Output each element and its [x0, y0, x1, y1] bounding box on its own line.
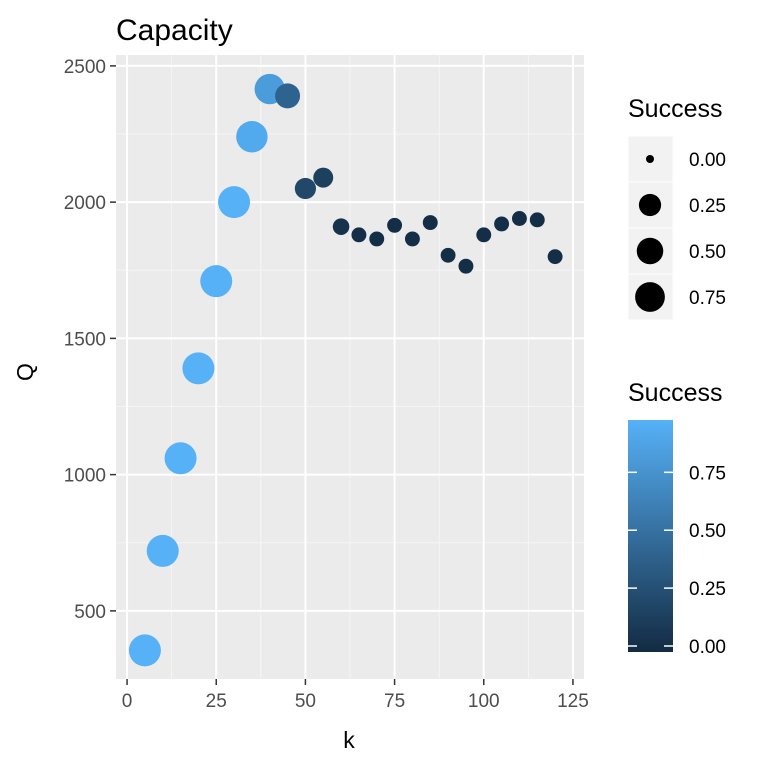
x-tick-label: 100 [468, 691, 500, 712]
x-axis-title: k [343, 727, 355, 753]
size-legend-dot [636, 237, 664, 265]
x-tick-label: 25 [206, 691, 227, 712]
data-point [200, 265, 233, 298]
x-tick-label: 75 [384, 691, 405, 712]
data-point [529, 212, 545, 228]
color-legend-label: 0.75 [689, 463, 726, 484]
size-legend-label: 0.50 [689, 242, 726, 263]
data-point [387, 217, 403, 233]
data-point [422, 215, 438, 231]
x-tick-label: 125 [557, 691, 589, 712]
y-tick-label: 2500 [64, 57, 106, 78]
data-point [458, 258, 474, 274]
y-tick-label: 500 [74, 602, 106, 623]
x-tick-label: 0 [122, 691, 133, 712]
y-tick-label: 1500 [64, 329, 106, 350]
data-point [182, 352, 215, 385]
data-point [440, 247, 456, 263]
size-legend-dot [638, 193, 662, 217]
data-point [476, 227, 492, 243]
data-point [164, 442, 197, 475]
data-point [404, 231, 420, 247]
size-legend-label: 0.75 [689, 288, 726, 309]
data-point [236, 121, 268, 153]
data-point [313, 167, 334, 188]
data-point [146, 534, 179, 567]
data-point [369, 231, 385, 247]
data-point [128, 634, 161, 667]
data-point [218, 186, 251, 219]
size-legend-title: Success [628, 95, 722, 123]
size-legend-dot [646, 155, 654, 163]
data-point [547, 249, 563, 265]
data-point [294, 177, 316, 200]
data-point [351, 227, 367, 243]
size-legend-label: 0.25 [689, 196, 726, 217]
chart-title: Capacity [116, 14, 233, 47]
data-point [511, 211, 527, 226]
color-legend-label: 0.25 [689, 579, 726, 600]
size-legend-dot [635, 282, 665, 312]
size-legend: Success 0.00 0.25 0.50 0.75 [627, 95, 726, 321]
data-point [494, 216, 510, 232]
plot-area: 0 25 50 75 100 125 500 1000 1500 2000 2500 [64, 55, 589, 712]
color-legend-label: 0.50 [689, 521, 726, 542]
size-legend-label: 0.00 [689, 150, 726, 171]
y-tick-label: 1000 [64, 466, 106, 487]
x-tick-label: 50 [295, 691, 316, 712]
color-legend: Success 0.00 0.25 0.50 0.75 [628, 379, 726, 658]
colorbar [628, 420, 673, 652]
y-tick-label: 2000 [64, 193, 106, 214]
data-point [275, 83, 301, 109]
data-point [332, 218, 350, 235]
color-legend-label: 0.00 [689, 637, 726, 658]
color-legend-title: Success [628, 379, 722, 407]
y-axis-title: Q [12, 363, 38, 381]
